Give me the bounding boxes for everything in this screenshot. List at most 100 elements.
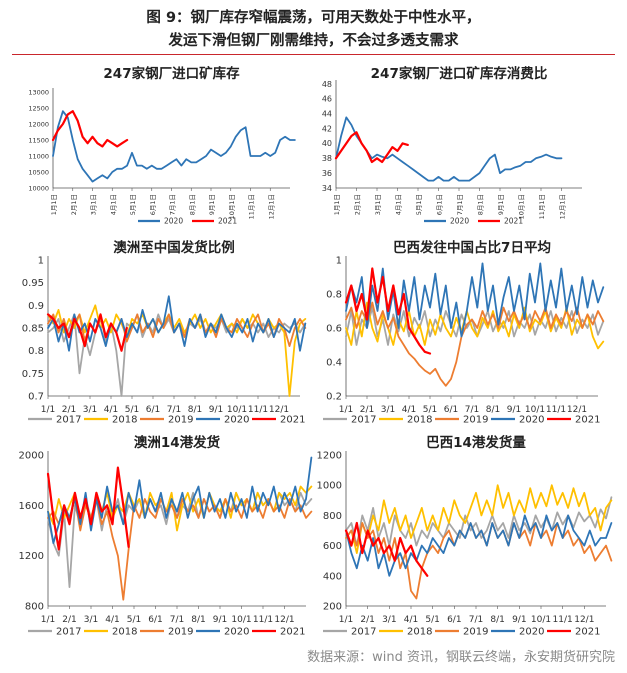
y-tick-label: 46 [322, 95, 332, 104]
y-tick-label: 0.4 [326, 358, 342, 369]
legend-label-2021: 2021 [218, 217, 237, 226]
series-line-2021 [46, 313, 128, 352]
x-tick-label: 11/1 [553, 615, 573, 625]
series-line-2017 [345, 306, 605, 346]
legend-label-2021: 2021 [504, 217, 523, 226]
y-tick-label: 0.75 [22, 369, 44, 380]
legend-label-2020: 2020 [224, 415, 249, 426]
x-tick-label: 9/1 [209, 405, 223, 415]
y-tick-label: 40 [322, 139, 332, 148]
x-tick-label: 7/1 [465, 405, 479, 415]
y-tick-label: 1000 [317, 481, 342, 492]
figure-title-line2: 发运下滑但钢厂刚需维持，不会过多透支需求 [168, 33, 459, 49]
y-tick-label: 34 [322, 184, 332, 193]
series-line-2020 [47, 456, 313, 544]
legend-label-2018: 2018 [407, 415, 432, 426]
y-tick-label: 600 [323, 541, 342, 552]
chart-6: 巴西14港发货量 200 400 600 800 1000 1200 1/1 2/1 3/1 4/1… [317, 434, 613, 638]
x-tick-label: 3/1 [381, 405, 395, 415]
x-tick-label: 7月1日 [169, 194, 177, 215]
legend-label-2021: 2021 [575, 627, 600, 638]
y-tick-label: 1600 [19, 501, 44, 512]
x-tick-label: 6/1 [444, 405, 458, 415]
x-tick-label: 4月1日 [109, 194, 117, 215]
y-tick-label: 42 [322, 124, 332, 133]
x-tick-label: 7/1 [167, 405, 181, 415]
x-tick-label: 4/1 [105, 615, 119, 625]
y-tick-label: 0.85 [22, 324, 44, 335]
y-tick-label: 1 [336, 256, 342, 267]
series-line-2018 [345, 301, 605, 350]
legend-label-2021: 2021 [575, 415, 600, 426]
series-line-2020 [47, 295, 307, 352]
legend-label-2018: 2018 [112, 415, 137, 426]
x-tick-label: 7月1日 [456, 194, 464, 215]
series-line-2021 [334, 131, 409, 164]
x-tick-label: 9/1 [213, 615, 227, 625]
x-tick-label: 1月1日 [50, 194, 58, 215]
x-tick-label: 1/1 [41, 405, 55, 415]
series-line-2020 [345, 262, 605, 338]
x-tick-label: 9/1 [507, 405, 521, 415]
legend-label-2018: 2018 [407, 627, 432, 638]
y-tick-label: 0.95 [22, 278, 44, 289]
y-tick-label: 10000 [28, 184, 49, 192]
legend-label-2020: 2020 [519, 415, 544, 426]
x-tick-label: 8/1 [188, 405, 202, 415]
x-tick-label: 5/1 [425, 615, 439, 625]
legend-label-2017: 2017 [56, 627, 81, 638]
x-tick-label: 5/1 [125, 405, 139, 415]
x-tick-label: 4/1 [402, 405, 416, 415]
x-tick-label: 1/1 [339, 615, 353, 625]
x-tick-label: 6月1日 [149, 194, 157, 215]
x-tick-label: 4/1 [404, 615, 418, 625]
x-tick-label: 11月1日 [248, 194, 256, 219]
x-tick-label: 3/1 [83, 405, 97, 415]
x-tick-label: 12月1日 [267, 194, 275, 219]
x-tick-label: 12月1日 [559, 194, 567, 219]
series-line-2021 [344, 521, 429, 577]
legend-label-2019: 2019 [168, 415, 193, 426]
figure-title-line1: 图 9：钢厂库存窄幅震荡，可用天数处于中性水平， [146, 10, 481, 26]
x-tick-label: 4月1日 [395, 194, 403, 215]
x-tick-label: 10/1 [531, 615, 551, 625]
y-tick-label: 400 [323, 571, 342, 582]
y-tick-label: 13000 [28, 88, 49, 96]
x-tick-label: 3月1日 [90, 194, 98, 215]
chart-title: 巴西14港发货量 [426, 434, 526, 451]
legend-label-2019: 2019 [463, 627, 488, 638]
x-tick-label: 6/1 [146, 405, 160, 415]
y-tick-label: 44 [322, 110, 332, 119]
y-tick-label: 10500 [28, 168, 49, 176]
x-tick-label: 9月1日 [208, 194, 216, 215]
chart-5: 澳洲14港发货 800 1200 1600 2000 1/1 2/1 3/1 4/1 5/1 6/1… [19, 434, 313, 638]
x-tick-label: 11/1 [248, 405, 268, 415]
x-tick-label: 2/1 [62, 405, 76, 415]
x-tick-label: 12/1 [269, 405, 289, 415]
x-tick-label: 11/1 [546, 405, 566, 415]
x-tick-label: 10月1日 [228, 194, 236, 219]
legend-label-2017: 2017 [351, 627, 376, 638]
x-tick-label: 12/1 [574, 615, 594, 625]
x-tick-label: 10/1 [231, 615, 251, 625]
x-tick-label: 6/1 [447, 615, 461, 625]
y-tick-label: 0.7 [28, 392, 44, 403]
x-tick-label: 12/1 [274, 615, 294, 625]
y-tick-label: 11500 [28, 136, 49, 144]
x-tick-label: 10/1 [525, 405, 545, 415]
x-tick-label: 7/1 [469, 615, 483, 625]
series-line-2020 [345, 514, 613, 577]
x-tick-label: 2/1 [360, 405, 374, 415]
x-tick-label: 8月1日 [188, 194, 196, 215]
y-tick-label: 0.8 [28, 346, 44, 357]
legend-label-2019: 2019 [463, 415, 488, 426]
x-tick-label: 6月1日 [436, 194, 444, 215]
x-tick-label: 5/1 [423, 405, 437, 415]
legend-label-2018: 2018 [112, 627, 137, 638]
series-line-2021 [51, 110, 129, 148]
x-tick-label: 2/1 [360, 615, 374, 625]
x-tick-label: 1/1 [339, 405, 353, 415]
chart-2: 247家钢厂进口矿库存消费比 34 36 38 40 42 44 46 48 1月1日 2月1日 3月… [322, 65, 582, 226]
y-tick-label: 36 [322, 169, 332, 178]
